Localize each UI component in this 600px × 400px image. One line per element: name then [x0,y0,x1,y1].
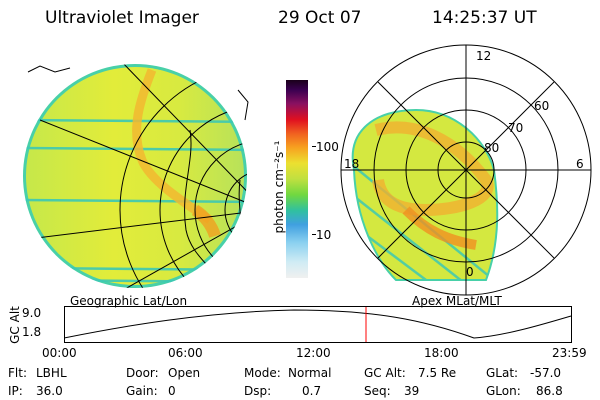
date-readout: 29 Oct 07 [278,8,362,28]
flt-value: LBHL [36,366,67,380]
app-title: Ultraviolet Imager [45,8,199,28]
alt-tick-1.8: 1.8 [22,325,42,339]
time-tick-2359: 23:59 [552,346,587,360]
flt-label: Flt: [8,366,27,380]
glat-label: GLat: [486,366,519,380]
altitude-curve [64,309,572,339]
polar-image: 12 18 6 0 60 70 80 [340,44,592,296]
right-caption: Apex MLat/MLT [412,294,502,308]
time-readout: 14:25:37 UT [432,8,537,28]
colorbar-unit-label: photon cm⁻²s⁻¹ [272,140,286,234]
geographic-image [23,64,249,288]
door-label: Door: [126,366,159,380]
glon-label: GLon: [486,384,521,398]
auroral-oval [372,121,494,217]
glat-value: -57.0 [530,366,562,380]
ip-value: 36.0 [36,384,63,398]
colorbar [286,80,308,278]
mode-value: Normal [288,366,332,380]
time-tick-0000: 00:00 [42,346,77,360]
lat-label-80: 80 [484,141,499,155]
gcalt-label: GC Alt: [364,366,406,380]
dsp-value: 0.7 [302,384,322,398]
lat-label-60: 60 [534,99,549,113]
time-tick-0600: 06:00 [168,346,203,360]
time-tick-1800: 18:00 [424,346,459,360]
alt-plot-ylabel: GC Alt [8,306,22,344]
colorbar-tick-10: 10 [316,228,332,242]
seq-value: 39 [404,384,420,398]
left-caption: Geographic Lat/Lon [70,294,188,308]
seq-label: Seq: [364,384,391,398]
gain-value: 0 [168,384,176,398]
mlt-label-12: 12 [476,49,491,63]
ip-label: IP: [8,384,23,398]
gcalt-value: 7.5 Re [418,366,457,380]
time-tick-1200: 12:00 [296,346,331,360]
polar-grid [340,44,592,296]
altitude-plot [64,306,572,343]
dsp-label: Dsp: [244,384,272,398]
lat-label-70: 70 [508,121,523,135]
auroral-oval [132,68,213,224]
alt-tick-9: 9.0 [22,306,42,320]
mlt-label-0: 0 [466,265,474,279]
glon-value: 86.8 [536,384,563,398]
mlt-label-18: 18 [344,157,359,171]
door-value: Open [168,366,201,380]
mlt-label-6: 6 [576,157,584,171]
gain-label: Gain: [126,384,158,398]
mode-label: Mode: [244,366,281,380]
colorbar-tick-100: 100 [316,140,339,154]
